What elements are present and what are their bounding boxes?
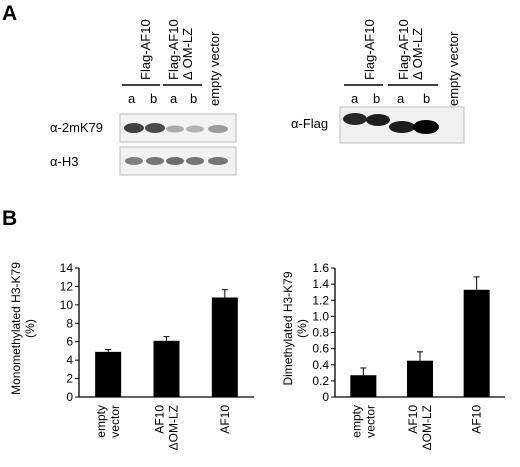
band — [166, 157, 184, 165]
lane-letter-a1: a — [351, 91, 359, 106]
x-tick-label-line: vector — [108, 405, 122, 438]
row-label-2mk79: α-2mK79 — [50, 120, 103, 135]
x-tick-label-line: empty — [94, 405, 108, 438]
y-tick-label: 10 — [60, 298, 74, 312]
group-label-flag-af10-delta: Flag-AF10 Δ OM-LZ — [166, 16, 195, 80]
group-label-flag-af10: Flag-AF10 — [362, 19, 377, 80]
y-axis-label-line: Monomethylated H3-K79 — [9, 262, 23, 395]
group-label-line-1: Flag-AF10 — [166, 19, 181, 80]
row-label-flag: α-Flag — [291, 116, 328, 131]
y-tick-label: 0.4 — [312, 358, 329, 372]
x-tick-label-line: AF10 — [470, 405, 484, 434]
chart-monomethylated: 0 2 4 6 8 10 12 14 Monomethylated H3-K79(%) empty… — [9, 261, 254, 450]
x-tick-label-line: AF10 — [406, 405, 420, 434]
y-tick-label: 0.2 — [312, 374, 329, 388]
x-tick-label: AF10 — [470, 405, 484, 434]
y-tick-label: 0.6 — [312, 342, 329, 356]
band — [186, 125, 204, 133]
band — [125, 157, 143, 165]
panel-label-b: B — [2, 207, 17, 230]
western-blot-right: Flag-AF10 Flag-AF10 Δ OM-LZ empty vector… — [291, 16, 465, 144]
y-tick-label: 1.0 — [312, 309, 329, 323]
group-label-line-2: Δ OM-LZ — [410, 28, 425, 80]
band — [166, 125, 184, 133]
bar — [153, 340, 180, 397]
x-tick-label: AF10ΔOM-LZ — [153, 405, 181, 451]
y-tick-label: 1.2 — [312, 293, 329, 307]
y-axis-label-line: (%) — [23, 319, 37, 338]
x-tick-label-line: AF10 — [153, 405, 167, 434]
y-tick-label: 8 — [66, 316, 73, 330]
x-tick-label-line: ΔOM-LZ — [167, 405, 181, 450]
band — [208, 125, 228, 133]
western-blot-left: Flag-AF10 Flag-AF10 Δ OM-LZ empty vector… — [50, 16, 237, 176]
bar — [407, 360, 433, 397]
band — [366, 114, 390, 126]
y-tick-label: 0 — [66, 390, 73, 404]
lane-letter-b1: b — [150, 91, 157, 106]
y-tick-label: 4 — [66, 353, 73, 367]
blot-strip-flag — [339, 106, 465, 144]
y-axis-label: Monomethylated H3-K79(%) — [9, 262, 37, 395]
x-tick-label-line: ΔOM-LZ — [420, 405, 434, 450]
bar — [211, 297, 238, 397]
band — [343, 113, 367, 125]
group-label-flag-af10: Flag-AF10 — [138, 19, 153, 80]
group-label-flag-af10-delta: Flag-AF10 Δ OM-LZ — [396, 16, 425, 80]
row-label-h3: α-H3 — [50, 154, 78, 169]
bar — [463, 289, 490, 397]
lane-letter-a1: a — [128, 91, 136, 106]
lane-letter-b2: b — [190, 91, 197, 106]
bar — [95, 351, 122, 397]
lane-letter-a2: a — [397, 91, 405, 106]
panel-label-a: A — [2, 2, 17, 25]
x-tick-label: AF10ΔOM-LZ — [406, 405, 434, 451]
band — [145, 123, 165, 133]
band — [413, 120, 439, 134]
x-tick-label-line: vector — [363, 405, 377, 438]
group-label-line-1: Flag-AF10 — [396, 19, 411, 80]
x-tick-label: emptyvector — [349, 405, 377, 438]
x-tick-label-line: AF10 — [218, 405, 232, 434]
y-tick-label: 14 — [60, 261, 74, 275]
group-label-empty-vector: empty vector — [207, 31, 222, 106]
y-tick-label: 1.6 — [312, 261, 329, 275]
y-tick-label: 12 — [60, 279, 74, 293]
x-tick-label: AF10 — [218, 405, 232, 434]
y-tick-label: 0.8 — [312, 326, 329, 340]
lane-letter-b1: b — [373, 91, 380, 106]
band — [208, 157, 228, 165]
y-axis-label-line: Dimethylated H3-K79 — [281, 271, 295, 385]
bar — [350, 375, 377, 397]
x-tick-label: emptyvector — [94, 405, 122, 438]
group-label-line-2: Δ OM-LZ — [180, 28, 195, 80]
band — [186, 157, 204, 165]
lane-letter-b2: b — [423, 91, 430, 106]
group-label-empty-vector: empty vector — [446, 31, 461, 106]
y-tick-label: 6 — [66, 335, 73, 349]
band — [389, 121, 415, 133]
x-tick-label-line: empty — [349, 405, 363, 438]
band — [124, 123, 144, 133]
y-axis-label: Dimethylated H3-K79(%) — [281, 271, 309, 385]
y-tick-label: 0 — [322, 390, 329, 404]
lane-letter-a2: a — [170, 91, 178, 106]
band — [146, 157, 164, 165]
y-tick-label: 2 — [66, 372, 73, 386]
y-tick-label: 1.4 — [312, 277, 329, 291]
y-axis-label-line: (%) — [295, 319, 309, 338]
